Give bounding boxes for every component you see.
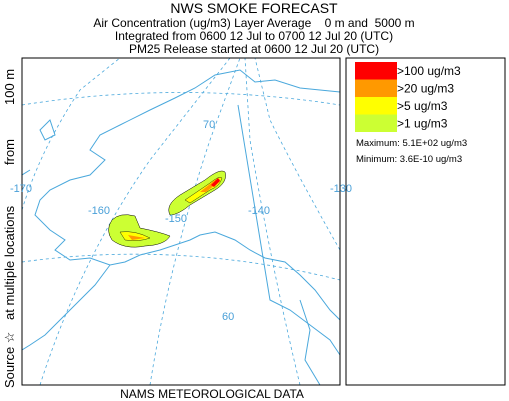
map-label: -140 [248, 205, 270, 217]
legend-label: >100 ug/m3 [397, 64, 461, 78]
map-label: 70 [203, 119, 215, 131]
header-line: PM25 Release started at 0600 12 Jul 20 (… [129, 42, 379, 56]
legend-label: >5 ug/m3 [397, 99, 448, 113]
legend-minimum: Minimum: 3.6E-10 ug/m3 [356, 154, 462, 165]
legend-swatch [355, 79, 397, 97]
legend-frame [345, 57, 506, 386]
map-label: -170 [10, 183, 32, 195]
side-label: 100 m [2, 69, 17, 105]
footer: NAMS METEOROLOGICAL DATA [120, 387, 304, 401]
side-label: at multiple locations [2, 205, 17, 320]
map-label: 60 [222, 311, 234, 323]
legend-label: >20 ug/m3 [397, 82, 454, 96]
map [21, 57, 341, 386]
map-label: -130 [330, 183, 352, 195]
legend-swatch [355, 62, 397, 80]
header-line: Integrated from 0600 12 Jul to 0700 12 J… [115, 29, 393, 43]
map-frame [21, 57, 341, 386]
side-label: from [2, 139, 17, 165]
header-line: Air Concentration (ug/m3) Layer Average … [93, 16, 414, 30]
map-label: -150 [165, 213, 187, 225]
legend-maximum: Maximum: 5.1E+02 ug/m3 [356, 138, 467, 149]
title: NWS SMOKE FORECAST [170, 0, 338, 16]
side-label: Source ☆ [2, 332, 17, 388]
legend-label: >1 ug/m3 [397, 117, 448, 131]
legend-swatch [355, 114, 397, 132]
map-label: -160 [88, 205, 110, 217]
legend-swatch [355, 97, 397, 115]
